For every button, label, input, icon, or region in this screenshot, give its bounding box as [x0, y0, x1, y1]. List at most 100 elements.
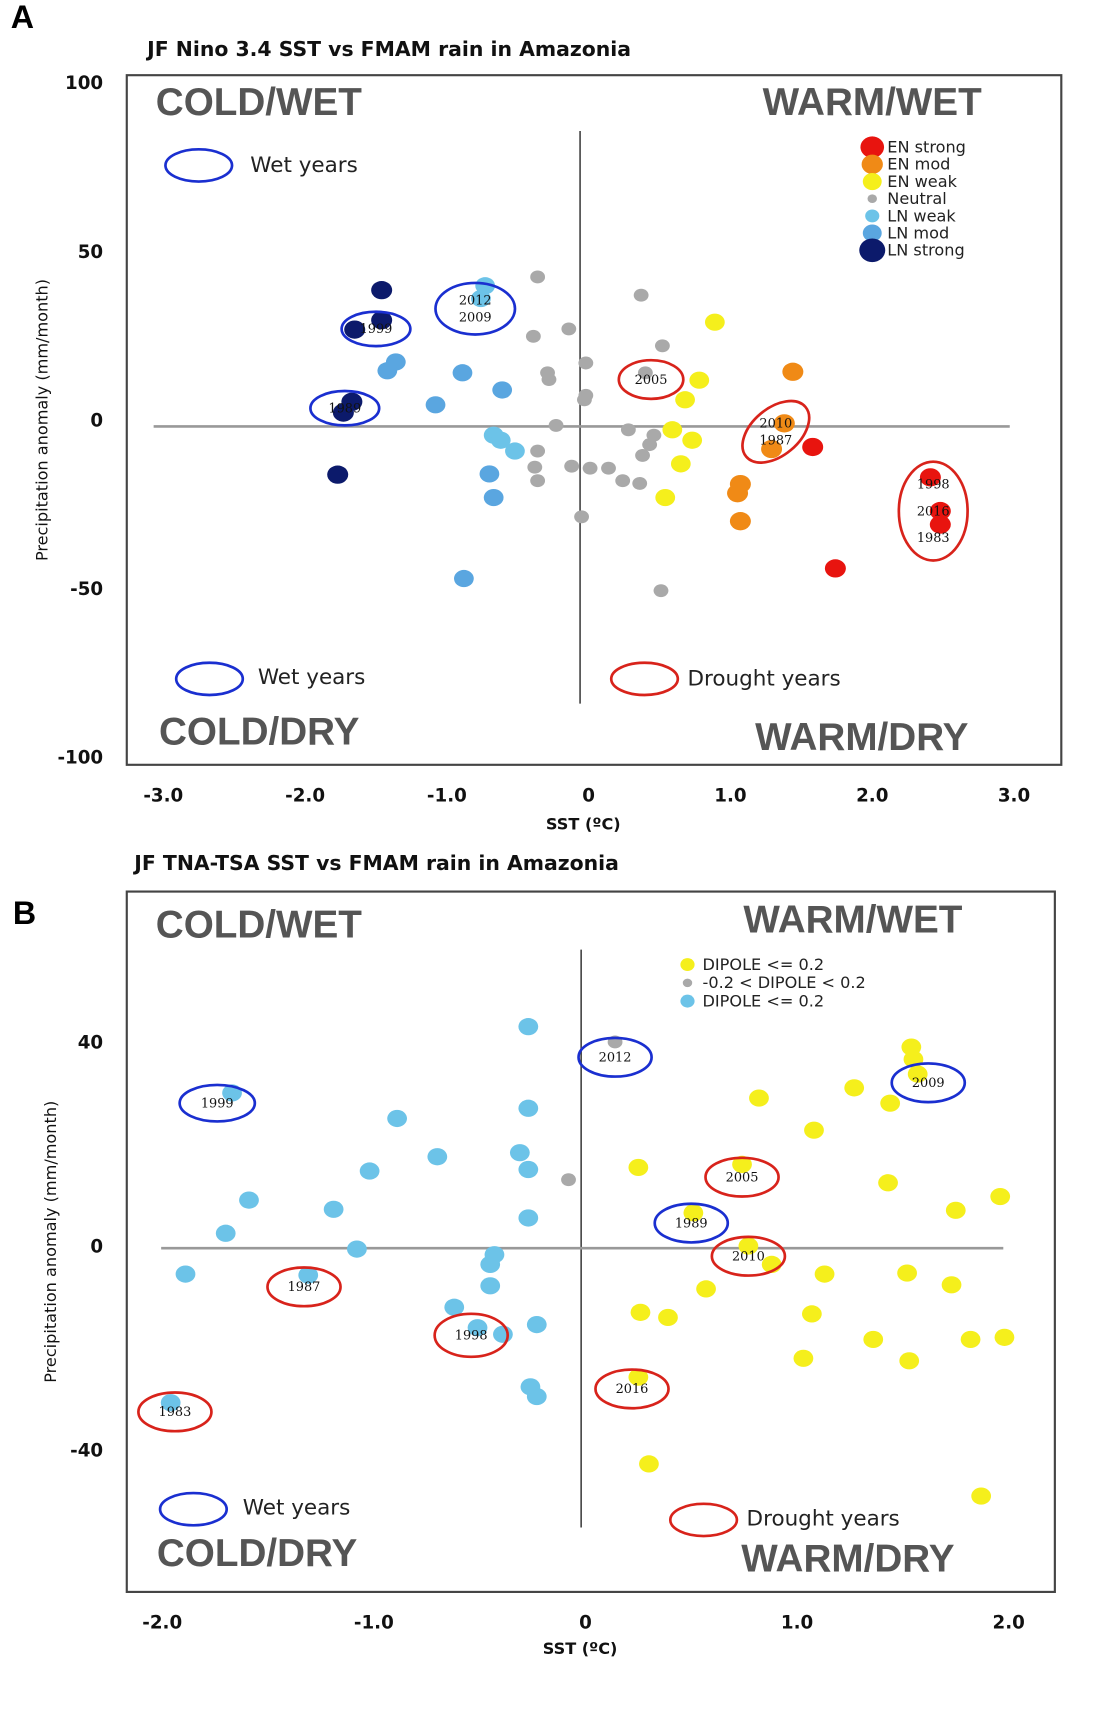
data-point-en-mod — [727, 484, 749, 503]
year-label: 2012 — [599, 1051, 632, 1066]
data-point-neutral — [527, 460, 543, 474]
data-point-dipole-0-2 — [971, 1487, 992, 1505]
panel-label-a: A — [11, 0, 34, 35]
data-point-dipole-0-2 — [347, 1240, 367, 1258]
chart-title: JF TNA-TSA SST vs FMAM rain in Amazonia — [132, 851, 619, 875]
year-label: 1983 — [159, 1405, 192, 1420]
data-point-dipole-0-2 — [990, 1187, 1011, 1206]
data-point-dipole-0-2 — [518, 1209, 539, 1227]
data-point-dipole-0-2 — [175, 1265, 196, 1283]
data-point-dipole-0-2 — [215, 1224, 236, 1242]
data-point-dipole-0-2 — [804, 1121, 824, 1139]
data-point-en-weak — [675, 391, 695, 409]
legend-label: LN strong — [887, 241, 964, 260]
x-tick-label: 2.0 — [856, 785, 888, 806]
year-label: 2005 — [635, 373, 668, 388]
year-label: 1989 — [328, 401, 361, 416]
data-point-neutral — [574, 510, 589, 524]
legend-label: -0.2 < DIPOLE < 0.2 — [703, 973, 866, 992]
data-point-en-weak — [670, 455, 691, 473]
plot-frame — [125, 74, 1063, 766]
data-point-dipole-0-2 — [628, 1368, 649, 1386]
drought-year-ellipse — [897, 460, 969, 562]
legend-label: EN weak — [887, 172, 957, 191]
data-point-en-mod — [761, 439, 783, 459]
y-axis-title: Precipitation anomaly (mm/month) — [32, 279, 51, 561]
data-point-dipole-0-2 — [814, 1265, 835, 1283]
year-label: 2012 — [459, 293, 492, 308]
wet-year-ellipse — [890, 1062, 967, 1104]
data-point-dipole-0-2 — [323, 1200, 344, 1218]
data-point-ln-weak — [471, 289, 491, 308]
quadrant-label-warm-wet: WARM/WET — [763, 81, 982, 124]
y-axis-title: Precipitation anomaly (mm/month) — [41, 1101, 60, 1383]
data-point-ln-strong — [344, 320, 366, 339]
legend-marker — [680, 994, 695, 1008]
data-point-dipole-0-2 — [793, 1349, 814, 1367]
data-point-dipole-0-2 — [732, 1155, 752, 1173]
y-tick-label: -50 — [70, 579, 103, 600]
y-tick-label: -100 — [57, 748, 103, 769]
quadrant-label-cold-dry: COLD/DRY — [159, 710, 360, 753]
legend-wet-years-ellipse — [174, 661, 245, 697]
drought-year-ellipse — [741, 399, 811, 464]
legend-label: EN strong — [887, 138, 966, 157]
wet-year-ellipse — [434, 281, 517, 336]
panel-label-b: B — [13, 895, 36, 931]
year-label: 2009 — [459, 311, 492, 326]
legend-marker — [865, 209, 880, 223]
data-point-ln-mod — [492, 381, 513, 399]
y-tick-label: 50 — [78, 242, 103, 263]
legend-marker — [860, 136, 885, 158]
data-point-neutral — [637, 366, 653, 380]
data-point-ln-mod — [377, 362, 398, 380]
year-label: 1987 — [288, 1280, 321, 1295]
data-point-dipole-0-2 — [518, 1099, 539, 1117]
legend-drought-years-label: Drought years — [747, 1506, 900, 1531]
data-point-dipole-0-2 — [994, 1328, 1015, 1346]
data-point-dipole-0-2 — [899, 1352, 920, 1370]
year-label: 1987 — [759, 434, 792, 449]
data-point-en-strong — [919, 468, 941, 487]
data-point-neutral — [620, 423, 636, 437]
quadrant-label-cold-dry: COLD/DRY — [157, 1532, 358, 1575]
year-label: 1999 — [360, 322, 393, 337]
data-point-en-weak — [689, 371, 710, 389]
data-point-en-strong — [824, 559, 846, 578]
data-point-neutral — [601, 461, 616, 475]
data-point-dipole-0-2 — [683, 1204, 704, 1222]
data-point-dipole-0-2 — [526, 1316, 547, 1334]
data-point-dipole-0-2 — [863, 1330, 884, 1348]
year-label: 1999 — [201, 1096, 234, 1111]
quadrant-label-warm-wet: WARM/WET — [743, 898, 962, 941]
x-tick-label: 3.0 — [998, 785, 1030, 806]
data-point-dipole-0-2 — [444, 1298, 465, 1316]
drought-year-ellipse — [704, 1156, 780, 1198]
legend-label: DIPOLE <= 0.2 — [703, 991, 825, 1010]
quadrant-label-warm-dry: WARM/DRY — [741, 1538, 955, 1581]
data-point-neutral — [548, 418, 564, 432]
data-point-neutral — [525, 329, 541, 343]
y-tick-label: 0 — [90, 1236, 103, 1257]
legend-wet-years-label: Wet years — [243, 1496, 351, 1521]
legend-drought-years-ellipse — [609, 661, 680, 697]
drought-year-ellipse — [266, 1266, 342, 1308]
year-label: 2016 — [616, 1382, 649, 1397]
legend-wet-years-ellipse — [158, 1491, 229, 1527]
chart-a: JF Nino 3.4 SST vs FMAM rain in Amazonia… — [32, 37, 1063, 833]
legend-wet-years-top-label: Wet years — [250, 153, 358, 178]
data-point-en-strong — [929, 515, 951, 534]
data-point-dipole-0-2 — [878, 1174, 898, 1192]
data-point-dipole-0-2 — [696, 1280, 716, 1298]
data-point-en-weak — [704, 313, 725, 331]
data-point-en-weak — [655, 488, 676, 507]
chart-b: JF TNA-TSA SST vs FMAM rain in Amazonia -… — [41, 851, 1056, 1658]
data-point-neutral — [632, 476, 648, 490]
y-tick-label: 100 — [65, 73, 103, 94]
data-point-ln-mod — [454, 569, 474, 588]
data-point--0-2-dipole-0-2 — [561, 1173, 576, 1187]
data-point-neutral — [530, 444, 546, 458]
data-point-dipole-0-2 — [480, 1277, 501, 1295]
data-point-dipole-0-2 — [160, 1394, 181, 1412]
drought-year-ellipse — [617, 358, 685, 401]
